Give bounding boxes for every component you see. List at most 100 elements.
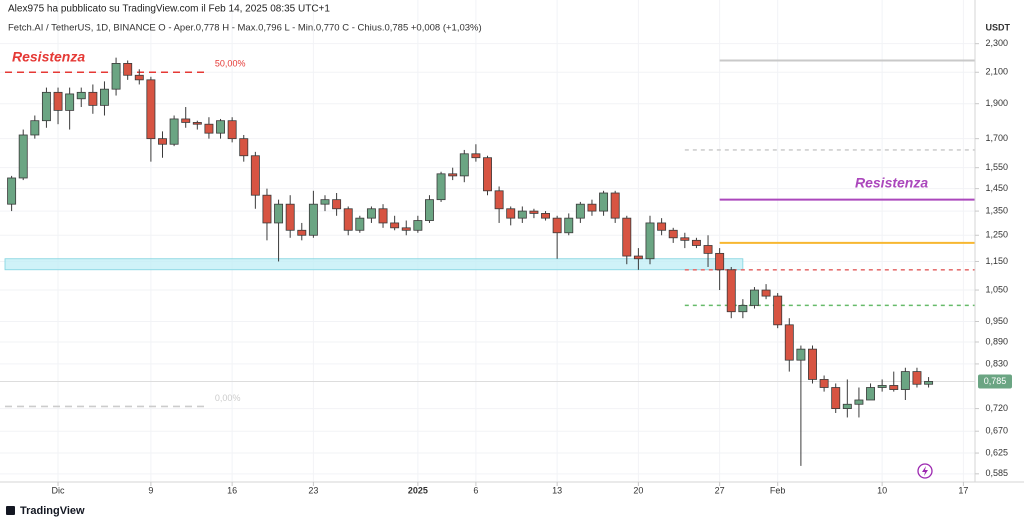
candle-body	[517, 210, 527, 219]
candle-body	[471, 153, 481, 159]
candle	[366, 206, 376, 223]
candle	[262, 188, 272, 241]
candle	[564, 213, 574, 236]
x-tick-label: 10	[877, 485, 887, 495]
candle	[796, 345, 806, 466]
candle-body	[216, 120, 225, 134]
candle-body	[366, 208, 376, 219]
candle-body	[483, 157, 492, 192]
y-tick-label: 0,830	[985, 358, 1008, 368]
candle-body	[425, 199, 434, 221]
candle-body	[564, 217, 574, 234]
y-tick-label: 2,300	[985, 38, 1008, 48]
candle	[250, 151, 260, 209]
y-tick-label: 0,890	[985, 336, 1008, 346]
candle-body	[668, 229, 678, 239]
candle	[750, 287, 759, 309]
candle-body	[146, 79, 156, 140]
candle	[715, 248, 725, 291]
candle	[703, 235, 713, 267]
candle	[227, 117, 237, 143]
candle-body	[320, 199, 330, 205]
x-tick-label: Dic	[52, 485, 65, 495]
candle-body	[239, 138, 249, 157]
candle-body	[181, 118, 191, 123]
candle-body	[100, 88, 109, 106]
y-tick-label: 1,700	[985, 133, 1008, 143]
candle	[529, 208, 539, 219]
x-tick-label: 9	[148, 485, 153, 495]
candle-body	[401, 227, 411, 231]
candle-body	[541, 213, 550, 219]
candle	[645, 215, 655, 265]
candle	[738, 299, 748, 319]
candle-body	[250, 155, 260, 196]
candle-body	[877, 385, 887, 388]
candle-body	[448, 173, 458, 177]
y-tick-label: 0,625	[985, 447, 1008, 457]
candle	[657, 218, 667, 236]
level-label: 0,00%	[215, 393, 241, 403]
candle	[610, 190, 620, 223]
candle	[761, 284, 771, 300]
candle	[691, 237, 701, 249]
candle	[308, 190, 318, 238]
candle-body	[854, 399, 864, 405]
candle	[726, 266, 736, 319]
candle	[76, 87, 86, 108]
candle	[448, 167, 458, 181]
candle	[41, 87, 51, 128]
candle	[274, 199, 284, 262]
price-tag-label: 0,785	[984, 376, 1007, 386]
candle	[506, 206, 516, 226]
candle	[378, 204, 388, 228]
plot: 50,00% 0,00% Resistenza Resistenza	[0, 49, 975, 466]
candle-body	[204, 123, 214, 134]
candle-body	[262, 194, 272, 224]
candle	[773, 293, 783, 329]
annotation: Resistenza	[12, 49, 85, 65]
candle-body	[645, 222, 655, 260]
candle	[390, 215, 400, 231]
x-tick-label: Feb	[770, 485, 786, 495]
candle	[541, 211, 550, 221]
candle	[65, 87, 75, 130]
candle-body	[308, 203, 318, 236]
x-tick-label: 20	[633, 485, 643, 495]
subtitle: Fetch.AI / TetherUS, 1D, BINANCE O - Ape…	[8, 23, 482, 34]
candle	[146, 76, 156, 162]
candle	[53, 87, 63, 125]
support-zone	[4, 258, 744, 271]
candle-body	[18, 134, 28, 179]
candle	[158, 131, 167, 158]
candle-body	[784, 324, 794, 361]
candle	[355, 215, 365, 233]
candle	[808, 345, 817, 384]
candle-body	[30, 120, 40, 136]
candle-body	[169, 118, 179, 145]
candle	[425, 195, 434, 223]
candle-body	[529, 210, 539, 214]
candle	[831, 383, 841, 413]
candle	[842, 379, 852, 418]
candle-body	[633, 255, 643, 260]
candle	[436, 171, 446, 202]
candle-body	[390, 222, 400, 229]
annotation: Resistenza	[855, 175, 928, 191]
candle-body	[506, 208, 516, 219]
x-tick-label: 16	[227, 485, 237, 495]
candle-body	[332, 199, 342, 210]
candle-body	[274, 203, 284, 224]
y-tick-label: 1,550	[985, 162, 1008, 172]
candle-body	[900, 371, 910, 390]
y-tick-label: 1,450	[985, 183, 1008, 193]
candle	[239, 134, 249, 162]
candle-body	[657, 222, 667, 231]
candle	[912, 367, 922, 388]
candle	[866, 383, 875, 401]
x-tick-label: 23	[308, 485, 318, 495]
candle-body	[134, 74, 144, 81]
x-tick-label: 13	[552, 485, 562, 495]
candle-body	[65, 93, 75, 111]
candle-body	[912, 371, 922, 385]
